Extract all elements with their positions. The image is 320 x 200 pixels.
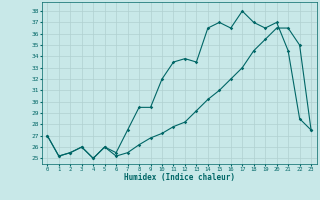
X-axis label: Humidex (Indice chaleur): Humidex (Indice chaleur) — [124, 173, 235, 182]
